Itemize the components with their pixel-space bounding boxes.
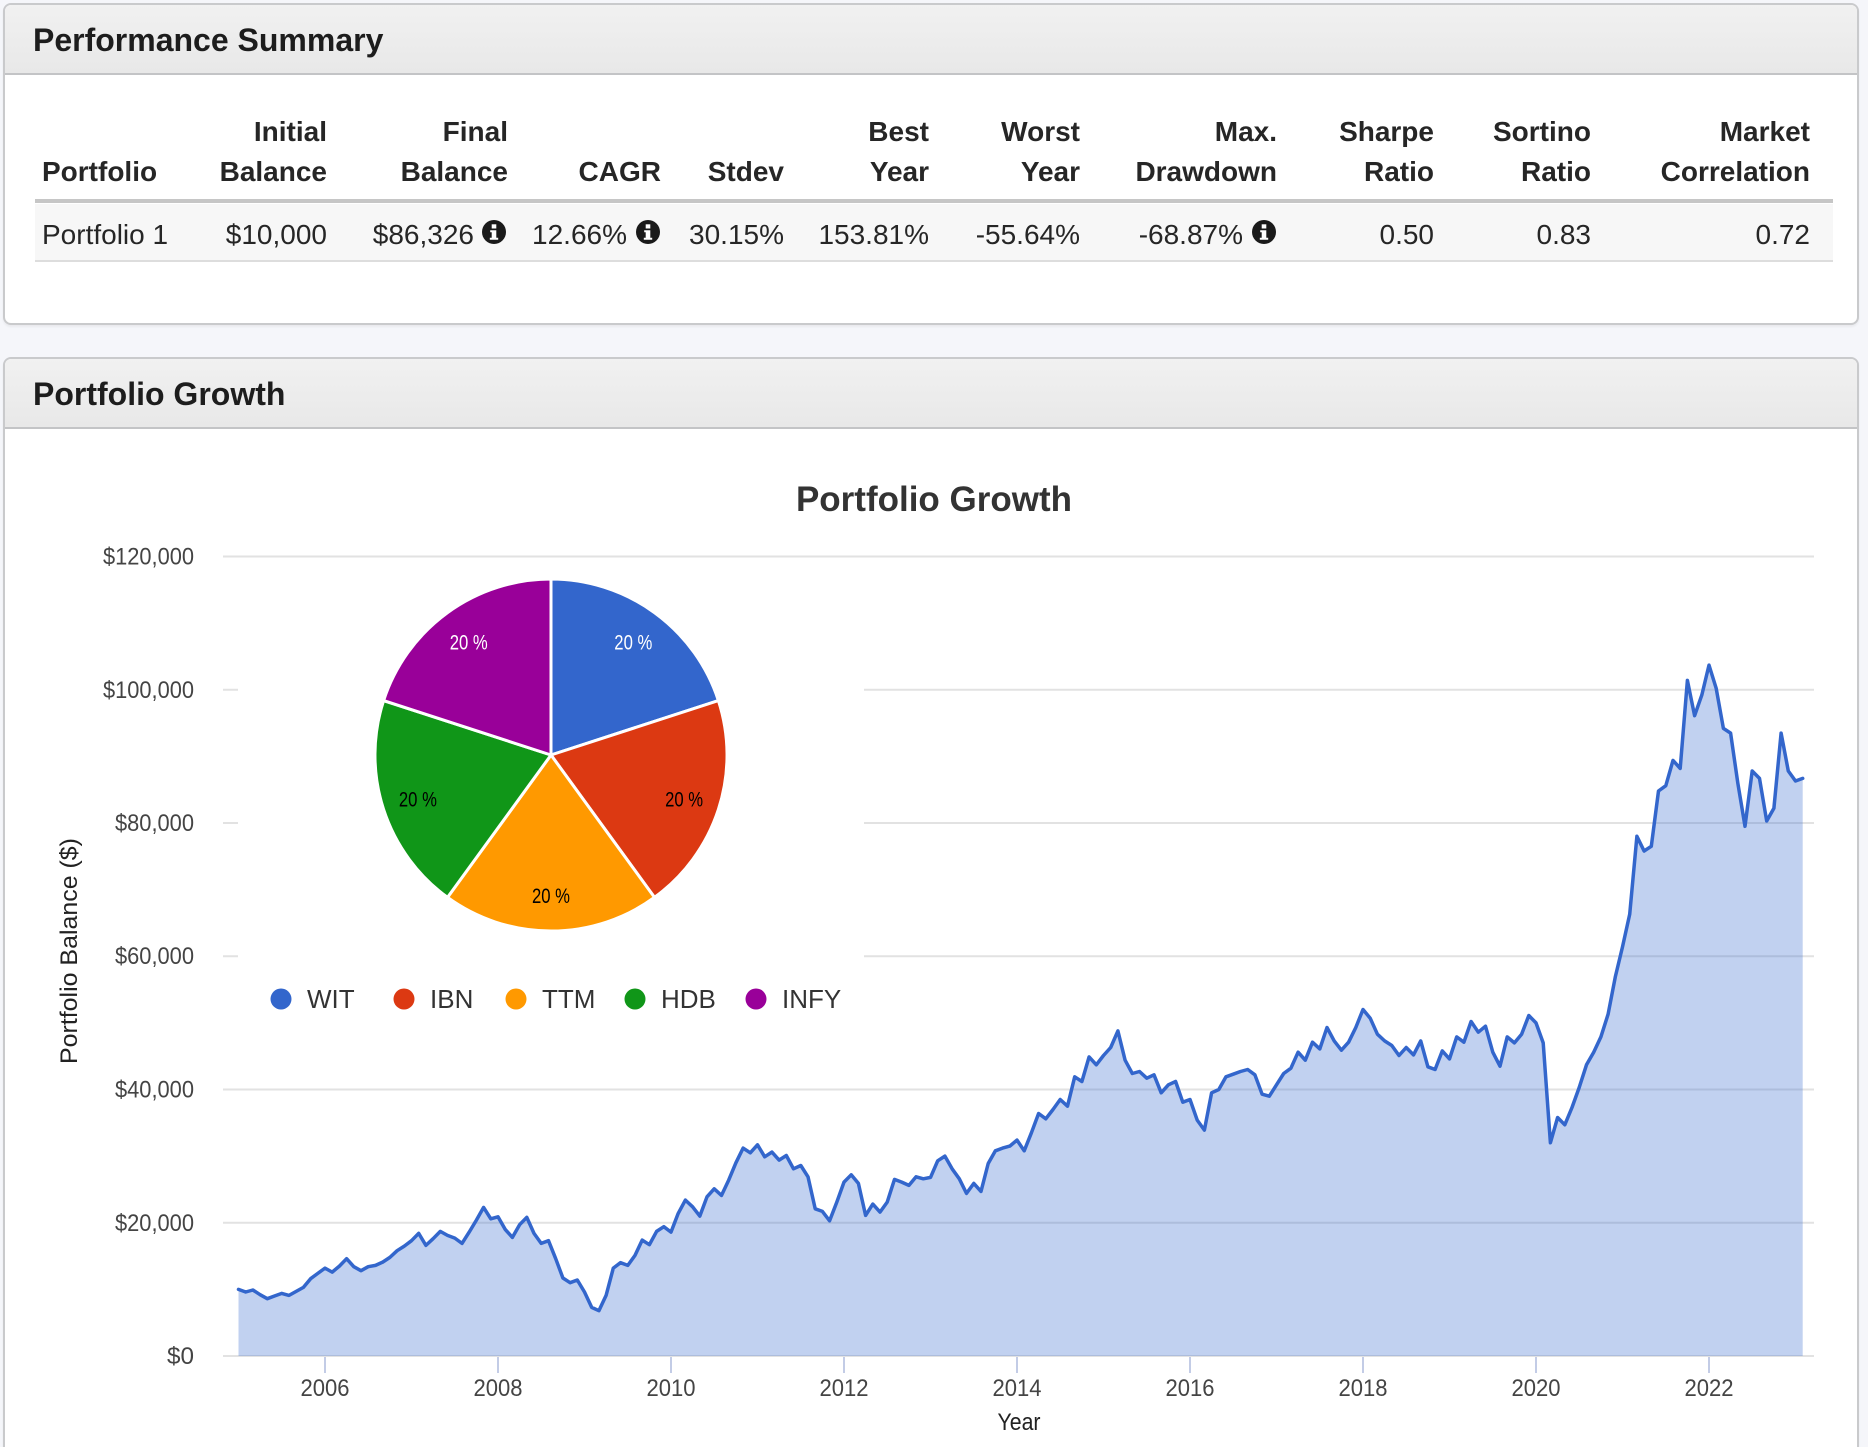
svg-text:INFY: INFY	[782, 984, 841, 1014]
svg-text:$0: $0	[167, 1343, 194, 1370]
svg-text:$60,000: $60,000	[115, 943, 194, 970]
svg-text:2022: 2022	[1685, 1375, 1734, 1402]
svg-text:2016: 2016	[1166, 1375, 1215, 1402]
svg-text:2010: 2010	[647, 1375, 696, 1402]
svg-text:Year: Year	[998, 1409, 1041, 1436]
svg-text:2012: 2012	[820, 1375, 869, 1402]
svg-text:Portfolio Balance ($): Portfolio Balance ($)	[56, 838, 83, 1064]
svg-text:Portfolio Growth: Portfolio Growth	[796, 480, 1072, 519]
svg-text:WIT: WIT	[307, 984, 355, 1014]
svg-text:IBN: IBN	[430, 984, 473, 1014]
svg-text:$40,000: $40,000	[115, 1077, 194, 1104]
svg-text:20 %: 20 %	[614, 632, 652, 655]
svg-text:HDB: HDB	[661, 984, 716, 1014]
svg-text:2018: 2018	[1339, 1375, 1388, 1402]
svg-text:20 %: 20 %	[665, 788, 703, 811]
svg-text:$100,000: $100,000	[103, 677, 194, 704]
svg-text:20 %: 20 %	[399, 788, 437, 811]
svg-text:TTM: TTM	[542, 984, 595, 1014]
svg-text:2020: 2020	[1512, 1375, 1561, 1402]
svg-text:20 %: 20 %	[532, 885, 570, 908]
svg-text:2008: 2008	[474, 1375, 523, 1402]
svg-text:20 %: 20 %	[450, 632, 488, 655]
svg-text:2014: 2014	[993, 1375, 1042, 1402]
svg-text:$80,000: $80,000	[115, 810, 194, 837]
svg-text:$20,000: $20,000	[115, 1210, 194, 1237]
svg-text:$120,000: $120,000	[103, 544, 194, 571]
svg-text:2006: 2006	[301, 1375, 350, 1402]
